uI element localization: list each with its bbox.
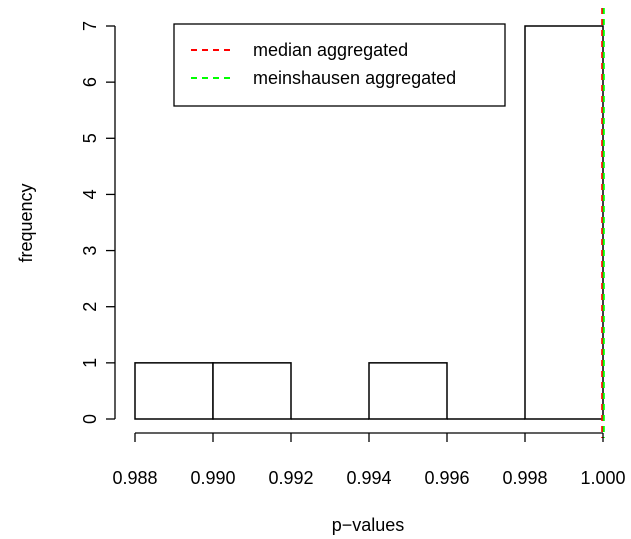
y-axis: 0 1 2 3 4 5 6 7 bbox=[80, 21, 116, 424]
bar-1 bbox=[212, 362, 292, 420]
bars-group bbox=[134, 25, 604, 420]
bar-5 bbox=[524, 25, 604, 420]
x-tick-label-2: 0.992 bbox=[268, 468, 313, 488]
y-tick-label-3: 3 bbox=[80, 246, 100, 256]
legend-box bbox=[173, 23, 506, 107]
y-tick-label-0: 0 bbox=[80, 414, 100, 424]
y-tick-label-2: 2 bbox=[80, 302, 100, 312]
y-tick-label-6: 6 bbox=[80, 77, 100, 87]
x-tick-label-1: 0.990 bbox=[190, 468, 235, 488]
legend: median aggregated meinshausen aggregated bbox=[173, 23, 506, 107]
x-tick-label-0: 0.988 bbox=[112, 468, 157, 488]
reference-lines-group bbox=[601, 8, 605, 438]
y-tick-label-5: 5 bbox=[80, 133, 100, 143]
x-tick-label-5: 0.998 bbox=[502, 468, 547, 488]
x-tick-label-4: 0.996 bbox=[424, 468, 469, 488]
y-axis-label: frequency bbox=[16, 183, 36, 262]
bar-0 bbox=[134, 362, 214, 420]
legend-label-1: meinshausen aggregated bbox=[253, 68, 456, 88]
legend-label-0: median aggregated bbox=[253, 40, 408, 60]
bar-3 bbox=[368, 362, 448, 420]
x-tick-label-3: 0.994 bbox=[346, 468, 391, 488]
y-tick-label-4: 4 bbox=[80, 189, 100, 199]
x-tick-label-6: 1.000 bbox=[580, 468, 625, 488]
x-axis: 0.988 0.990 0.992 0.994 0.996 0.998 1.000 bbox=[112, 432, 626, 488]
x-axis-label: p−values bbox=[332, 515, 405, 535]
y-tick-label-1: 1 bbox=[80, 358, 100, 368]
y-tick-label-7: 7 bbox=[80, 21, 100, 31]
